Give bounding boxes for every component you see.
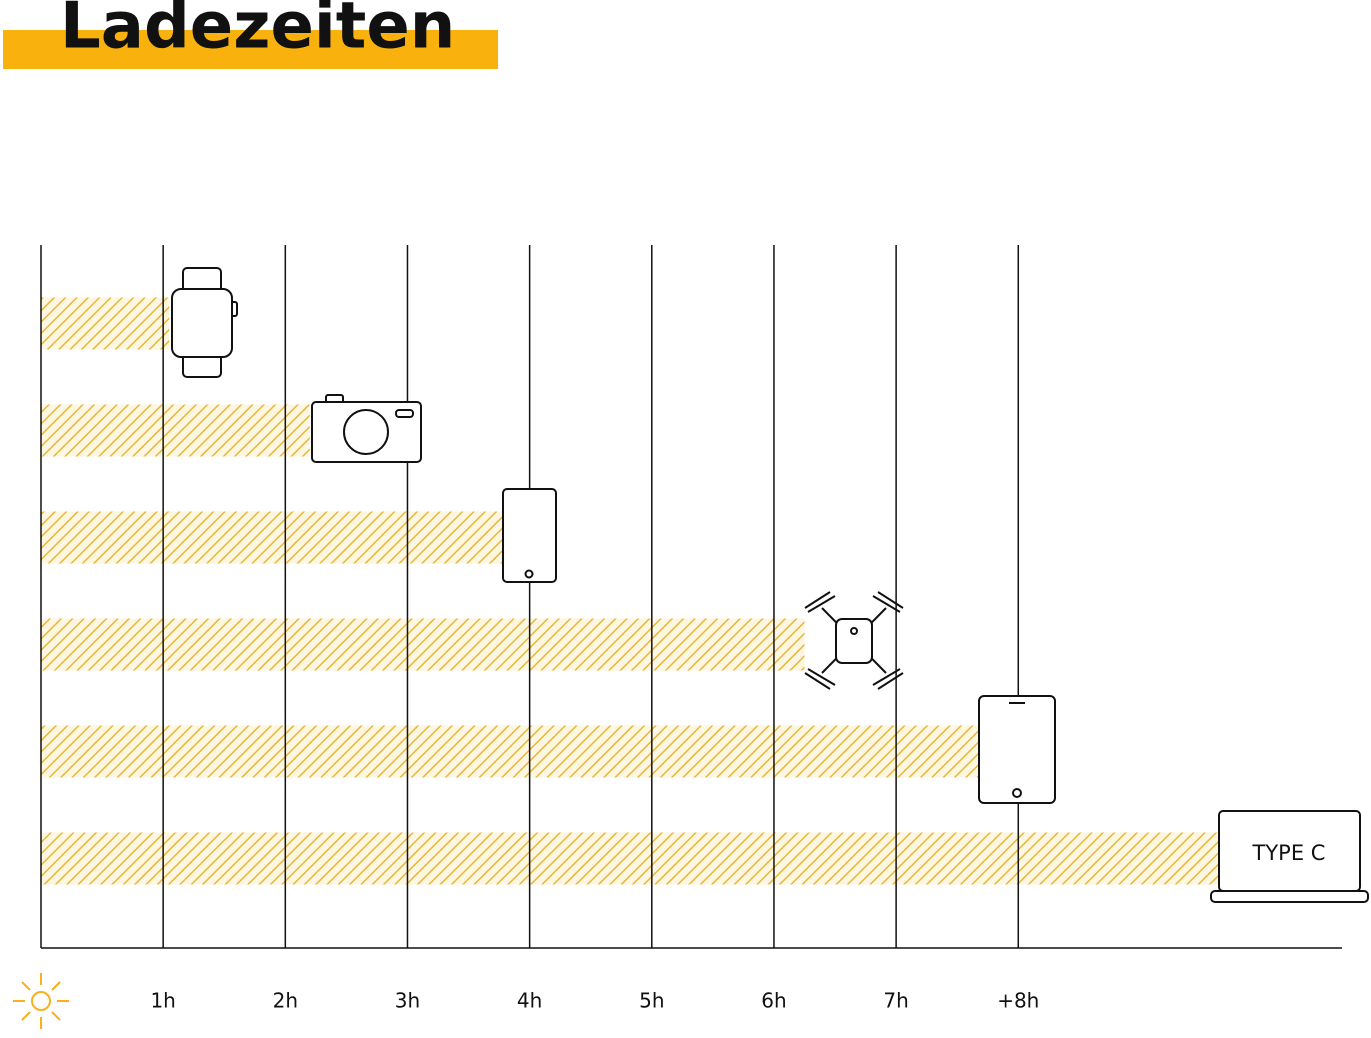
x-tick-label: 2h [273, 989, 298, 1013]
bar [41, 832, 1220, 885]
annotation: TYPE C [1252, 841, 1326, 865]
x-tick-label: 6h [761, 989, 786, 1013]
x-tick-label: 3h [395, 989, 420, 1013]
x-tick-label: 7h [883, 989, 908, 1013]
x-tick-label: +8h [997, 989, 1039, 1013]
bar [41, 404, 310, 457]
x-tick-label: 4h [517, 989, 542, 1013]
bar [41, 511, 506, 564]
x-tick-label: 1h [150, 989, 175, 1013]
chart-title: Ladezeiten [60, 0, 455, 64]
bar [41, 297, 170, 350]
bar [41, 618, 805, 671]
title-highlight [3, 30, 498, 69]
device-icons [13, 267, 1369, 1029]
bar [41, 725, 982, 778]
x-tick-label: 5h [639, 989, 664, 1013]
